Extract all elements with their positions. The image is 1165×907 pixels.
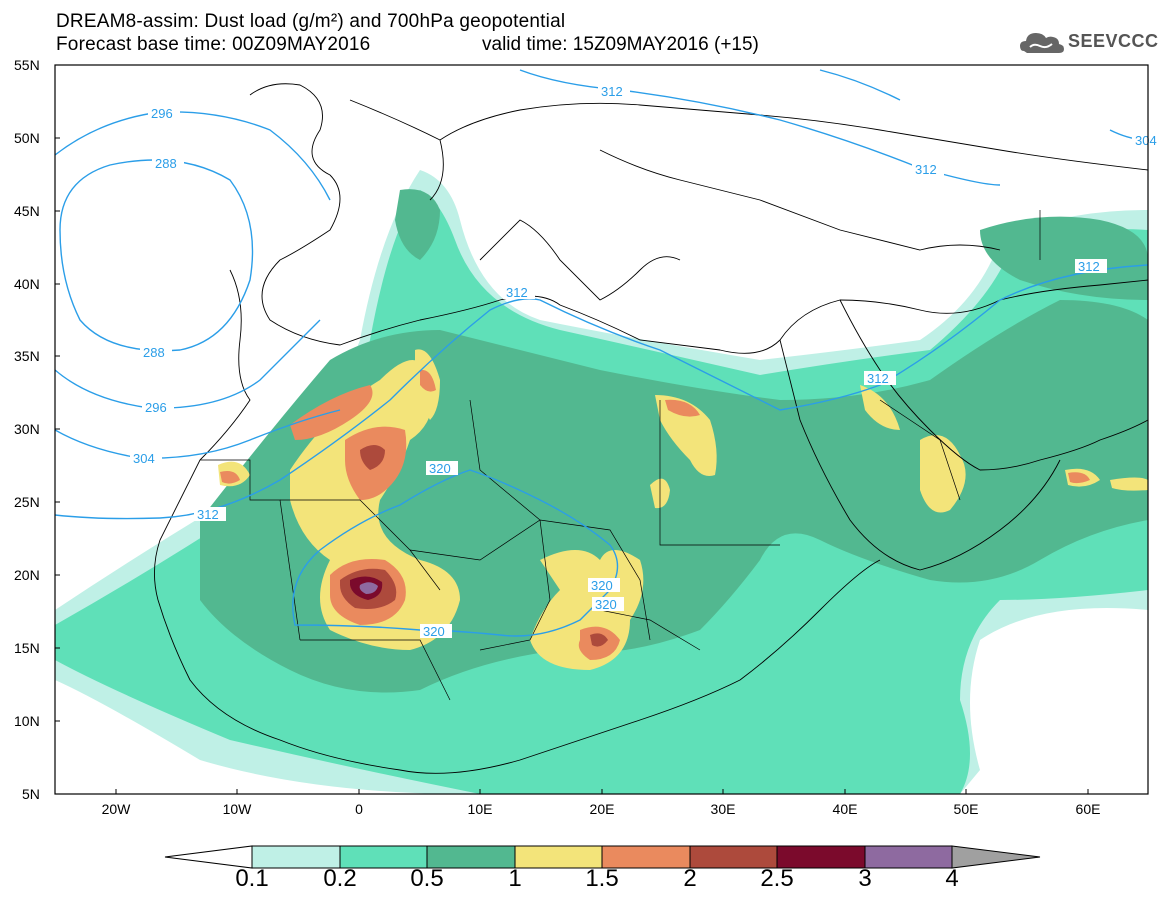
contour-label: 312 bbox=[867, 371, 889, 386]
base-time: Forecast base time: 00Z09MAY2016 bbox=[56, 34, 371, 55]
contour-label: 312 bbox=[506, 285, 528, 300]
lon-tick-label: 20W bbox=[102, 801, 132, 817]
contour-label: 320 bbox=[423, 624, 445, 639]
lat-tick-label: 30N bbox=[14, 421, 40, 437]
lat-tick-label: 55N bbox=[14, 57, 40, 73]
colorbar-label: 4 bbox=[945, 865, 959, 892]
lat-tick-label: 50N bbox=[14, 130, 40, 146]
lat-axis: 55N 50N 45N 40N 35N 30N 25N 20N 15N 10N … bbox=[14, 57, 60, 802]
colorbar-label: 2.5 bbox=[760, 865, 794, 892]
lon-tick-label: 0 bbox=[355, 801, 363, 817]
valid-time: valid time: 15Z09MAY2016 (+15) bbox=[482, 34, 759, 55]
lat-tick-label: 40N bbox=[14, 276, 40, 292]
contour-label: 304 bbox=[1135, 133, 1157, 148]
lon-axis: 20W 10W 0 10E 20E 30E 40E 50E 60E bbox=[102, 789, 1101, 817]
lat-tick-label: 10N bbox=[14, 713, 40, 729]
lon-tick-label: 20E bbox=[590, 801, 615, 817]
lon-tick-label: 60E bbox=[1076, 801, 1101, 817]
contour-label: 296 bbox=[145, 400, 167, 415]
lat-tick-label: 35N bbox=[14, 348, 40, 364]
logo-text: SEEVCCC bbox=[1068, 31, 1159, 51]
geopotential-contours bbox=[55, 69, 1148, 637]
contour-label: 320 bbox=[595, 597, 617, 612]
colorbar bbox=[164, 845, 1041, 869]
colorbar-label: 0.1 bbox=[235, 865, 269, 892]
colorbar-label: 0.2 bbox=[323, 865, 357, 892]
lon-tick-label: 50E bbox=[954, 801, 979, 817]
dust-field bbox=[55, 170, 1148, 794]
lat-tick-label: 20N bbox=[14, 567, 40, 583]
contour-label: 320 bbox=[429, 461, 451, 476]
contour-label: 312 bbox=[601, 84, 623, 99]
colorbar-label: 1.5 bbox=[585, 865, 619, 892]
colorbar-label: 3 bbox=[858, 865, 872, 892]
lat-tick-label: 5N bbox=[22, 786, 40, 802]
contour-label: 288 bbox=[143, 345, 165, 360]
lat-tick-label: 45N bbox=[14, 203, 40, 219]
cloud-icon bbox=[1020, 33, 1064, 53]
lat-tick-label: 25N bbox=[14, 494, 40, 510]
contour-labels: 296 288 288 296 304 312 312 312 312 312 … bbox=[130, 84, 1157, 639]
colorbar-label: 0.5 bbox=[410, 865, 444, 892]
seevccc-logo: SEEVCCC bbox=[1018, 27, 1158, 57]
colorbar-label: 1 bbox=[508, 865, 522, 892]
lon-tick-label: 10W bbox=[223, 801, 253, 817]
contour-label: 320 bbox=[591, 578, 613, 593]
coastlines bbox=[154, 83, 1148, 774]
contour-label: 288 bbox=[155, 156, 177, 171]
colorbar-over-arrow bbox=[951, 845, 1041, 869]
contour-label: 296 bbox=[151, 106, 173, 121]
lat-tick-label: 15N bbox=[14, 640, 40, 656]
contour-label: 304 bbox=[133, 451, 155, 466]
contour-label: 312 bbox=[1078, 259, 1100, 274]
lon-tick-label: 30E bbox=[711, 801, 736, 817]
contour-label: 312 bbox=[197, 507, 219, 522]
map-title: DREAM8-assim: Dust load (g/m²) and 700hP… bbox=[56, 11, 566, 32]
contour-label: 312 bbox=[915, 162, 937, 177]
colorbar-label: 2 bbox=[683, 865, 697, 892]
lon-tick-label: 40E bbox=[833, 801, 858, 817]
colorbar-swatch bbox=[864, 845, 953, 869]
lon-tick-label: 10E bbox=[468, 801, 493, 817]
country-borders bbox=[200, 210, 1041, 701]
